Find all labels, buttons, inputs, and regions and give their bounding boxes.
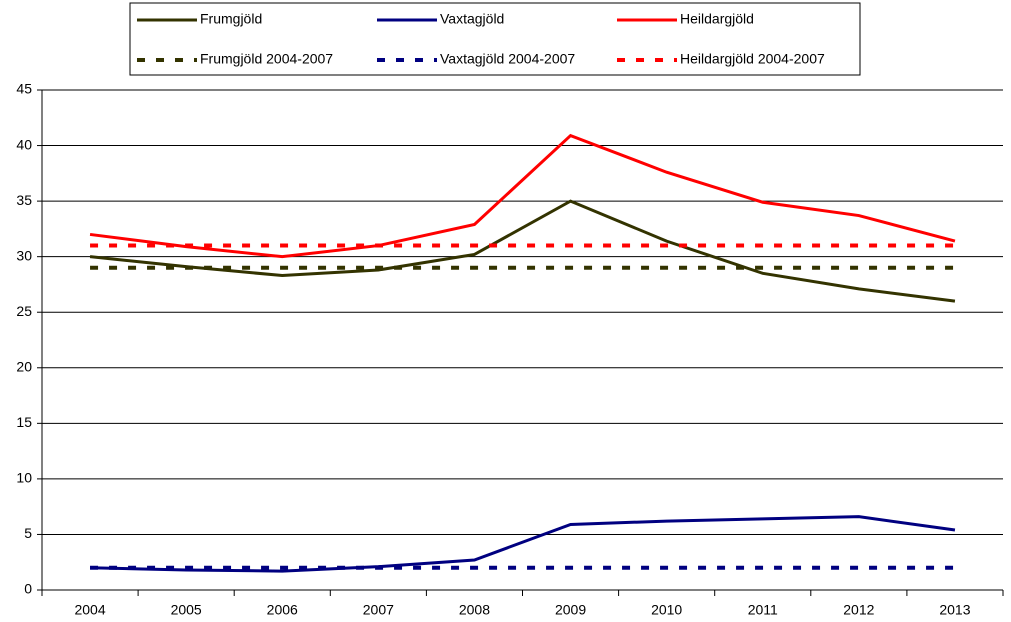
legend-label: Vaxtagjöld <box>440 11 504 27</box>
y-tick-label: 5 <box>24 525 32 541</box>
x-tick-label: 2013 <box>939 602 970 618</box>
legend-label: Heildargjöld <box>680 11 754 27</box>
legend-label: Vaxtagjöld 2004-2007 <box>440 51 575 67</box>
y-tick-label: 40 <box>16 136 32 152</box>
y-tick-label: 45 <box>16 81 32 97</box>
series-line <box>90 515 956 573</box>
x-tick-label: 2007 <box>363 602 394 618</box>
legend-label: Heildargjöld 2004-2007 <box>680 51 825 67</box>
legend-label: Frumgjöld 2004-2007 <box>200 51 333 67</box>
y-tick-label: 25 <box>16 303 32 319</box>
y-tick-label: 30 <box>16 247 32 263</box>
x-tick-label: 2006 <box>267 602 298 618</box>
y-tick-label: 15 <box>16 414 32 430</box>
x-tick-label: 2005 <box>171 602 202 618</box>
y-tick-label: 35 <box>16 192 32 208</box>
legend-box <box>129 2 861 76</box>
legend-label: Frumgjöld <box>200 11 262 27</box>
x-tick-label: 2009 <box>555 602 586 618</box>
x-tick-label: 2012 <box>843 602 874 618</box>
x-tick-label: 2010 <box>651 602 682 618</box>
x-tick-label: 2008 <box>459 602 490 618</box>
y-tick-label: 0 <box>24 581 32 597</box>
series-line <box>89 133 956 259</box>
series-line <box>89 199 956 303</box>
x-tick-label: 2011 <box>748 602 778 618</box>
y-tick-label: 20 <box>16 358 32 374</box>
y-tick-label: 10 <box>16 470 32 486</box>
x-tick-label: 2004 <box>74 602 105 618</box>
